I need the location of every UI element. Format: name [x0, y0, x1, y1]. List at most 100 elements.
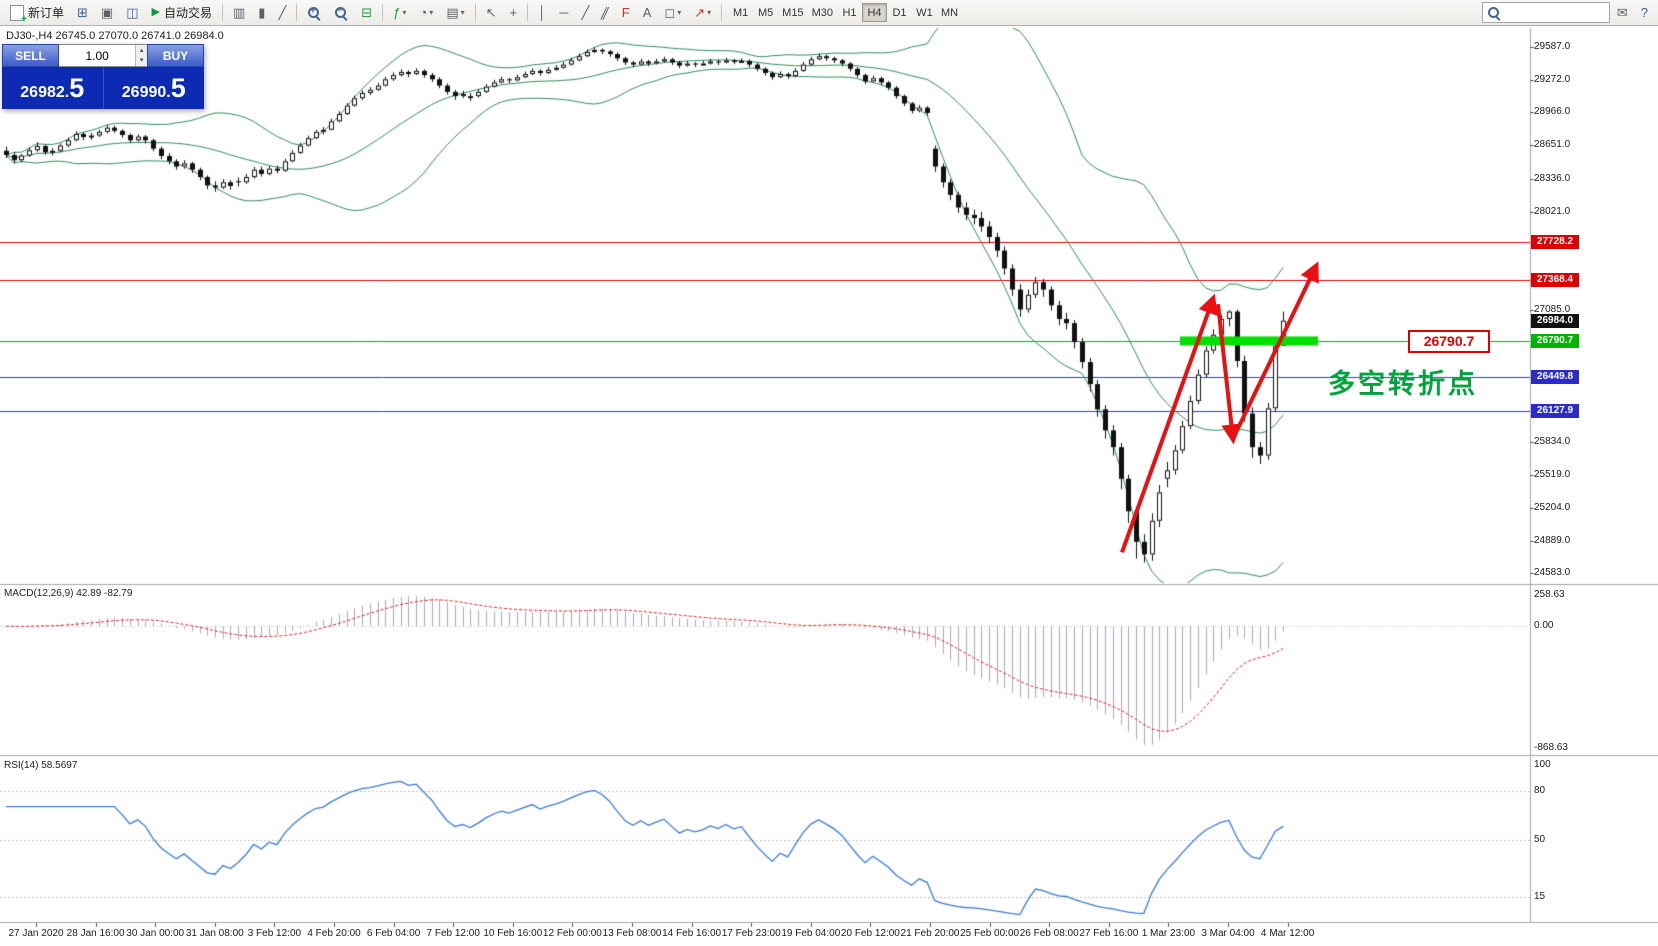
fibonacci-icon: F [621, 5, 630, 20]
text-tool-button[interactable]: A [637, 2, 658, 23]
time-axis-label: 25 Feb 00:00 [960, 928, 1020, 939]
price-line-badge: 27368.4 [1531, 273, 1579, 287]
rsi-axis-label: 80 [1534, 785, 1546, 796]
time-axis-label: 27 Jan 2020 [8, 928, 64, 939]
indicators-button[interactable]: ƒ ▾ [387, 2, 412, 23]
time-axis-label: 28 Jan 16:00 [66, 928, 125, 939]
time-axis-label: 3 Feb 12:00 [247, 928, 302, 939]
arrow-tool-icon: ↗ [694, 5, 706, 20]
time-axis-label: 19 Feb 04:00 [781, 928, 841, 939]
macd-axis-max-label: 258.63 [1534, 589, 1565, 600]
horizontal-line-tool-button[interactable]: ─ [553, 2, 574, 23]
time-axis-label: 30 Jan 00:00 [126, 928, 185, 939]
price-axis-label: 25204.0 [1534, 502, 1571, 513]
buy-price[interactable]: 26990. 5 [102, 67, 205, 109]
tile-windows-button[interactable]: ⊟ [355, 2, 378, 23]
chevron-down-icon: ▾ [460, 8, 465, 17]
vertical-line-tool-button[interactable]: │ [532, 2, 552, 23]
play-icon: ▶ [151, 6, 160, 18]
help-button[interactable]: ? [1635, 2, 1654, 23]
navigator-button[interactable]: ◫ [120, 2, 144, 23]
time-axis-label: 20 Feb 12:00 [840, 928, 900, 939]
mail-button[interactable]: ✉ [1611, 2, 1634, 23]
macd-axis-zero-label: 0.00 [1534, 620, 1554, 631]
chevron-down-icon: ▾ [402, 8, 407, 17]
toolbar-separator [721, 4, 723, 21]
timeframe-m1-button[interactable]: M1 [728, 3, 753, 22]
timeframe-w1-button[interactable]: W1 [912, 3, 937, 22]
data-window-button[interactable]: ▣ [95, 2, 119, 23]
sell-button[interactable]: SELL [2, 44, 59, 67]
crosshair-tool-button[interactable]: + [504, 2, 524, 23]
cursor-tool-button[interactable]: ↖ [480, 2, 503, 23]
time-axis-label: 14 Feb 16:00 [662, 928, 722, 939]
trendline-tool-button[interactable]: ╱ [575, 2, 595, 23]
time-axis-label: 17 Feb 23:00 [721, 928, 781, 939]
zoom-out-icon: − [334, 5, 348, 20]
timeframe-m30-button[interactable]: M30 [808, 3, 837, 22]
support-price-tag[interactable]: 26790.7 [1408, 330, 1490, 353]
crosshair-icon: + [509, 5, 518, 20]
timeframe-d1-button[interactable]: D1 [887, 3, 912, 22]
macd-indicator-label: MACD(12,26,9) 42.89 -82.79 [4, 588, 133, 599]
new-order-icon [10, 4, 27, 25]
timeframe-mn-button[interactable]: MN [937, 3, 962, 22]
arrows-tool-button[interactable]: ↗ ▾ [688, 2, 717, 23]
zoom-in-button[interactable]: + [301, 2, 327, 23]
toolbar-separator [527, 4, 529, 21]
mail-icon: ✉ [1616, 5, 1628, 20]
volume-stepper: ▴ ▾ [59, 44, 147, 67]
bar-chart-icon: ▥ [233, 5, 246, 20]
volume-input[interactable] [59, 45, 136, 66]
toolbar-separator [222, 4, 223, 21]
zoom-out-button[interactable]: − [328, 2, 354, 23]
time-axis-label: 12 Feb 00:00 [542, 928, 602, 939]
timeframe-group: M1 M5 M15 M30 H1 H4 D1 W1 MN [728, 3, 962, 22]
time-axis-label: 31 Jan 08:00 [185, 928, 244, 939]
auto-trading-button[interactable]: ▶ 自动交易 [146, 2, 218, 23]
bar-chart-button[interactable]: ▥ [227, 2, 251, 23]
fibonacci-tool-button[interactable]: F [616, 2, 636, 23]
price-axis-label: 28651.0 [1534, 139, 1571, 150]
one-click-trading-panel: SELL ▴ ▾ BUY 26982.5 26990.5 [2, 44, 204, 109]
templates-button[interactable]: ▤ ▾ [440, 2, 470, 23]
timeframe-h4-button[interactable]: H4 [861, 3, 887, 22]
sell-price[interactable]: 26982. 5 [2, 67, 103, 109]
indicators-icon: ƒ [393, 5, 401, 20]
auto-trading-label: 自动交易 [163, 6, 212, 20]
buy-button[interactable]: BUY [147, 44, 204, 67]
shapes-tool-button[interactable]: ◻ ▾ [658, 2, 687, 23]
price-line-badge: 26449.8 [1531, 370, 1579, 384]
line-chart-button[interactable]: ╱ [272, 2, 292, 23]
search-box [1481, 2, 1610, 23]
chart-symbol-header: DJ30-,H4 26745.0 27070.0 26741.0 26984.0 [6, 30, 224, 42]
price-line-badge: 26127.9 [1531, 404, 1579, 418]
candle-chart-button[interactable]: ▮ [252, 2, 271, 23]
market-watch-button[interactable]: ⊞ [71, 2, 94, 23]
price-axis-label: 24583.0 [1534, 567, 1571, 578]
time-axis-label: 1 Mar 23:00 [1141, 928, 1196, 939]
search-input[interactable] [1503, 5, 1604, 20]
time-axis-label: 13 Feb 08:00 [602, 928, 662, 939]
turning-point-note[interactable]: 多空转折点 [1328, 369, 1478, 399]
line-chart-icon: ╱ [278, 5, 287, 20]
time-axis-label: 4 Mar 12:00 [1260, 928, 1315, 939]
time-axis-label: 10 Feb 16:00 [483, 928, 543, 939]
timeframe-h1-button[interactable]: H1 [837, 3, 862, 22]
toolbar-separator [296, 4, 298, 21]
volume-increase-button[interactable]: ▴ [136, 45, 147, 56]
price-line-badge: 27728.2 [1531, 235, 1579, 249]
price-axis-label: 28966.0 [1534, 106, 1571, 117]
volume-decrease-button[interactable]: ▾ [136, 55, 147, 66]
toolbar-separator [474, 4, 476, 21]
chevron-down-icon: ▾ [707, 8, 712, 17]
timeframe-m5-button[interactable]: M5 [753, 3, 778, 22]
channel-tool-button[interactable]: ∥ [596, 2, 615, 23]
chevron-down-icon: ▾ [429, 8, 434, 17]
timeframe-m15-button[interactable]: M15 [778, 3, 807, 22]
channel-icon: ∥ [598, 5, 613, 20]
rsi-axis-label: 50 [1534, 834, 1546, 845]
cycles-button[interactable]: ◔ ▾ [413, 2, 439, 23]
new-order-button[interactable]: 新订单 [4, 2, 70, 25]
